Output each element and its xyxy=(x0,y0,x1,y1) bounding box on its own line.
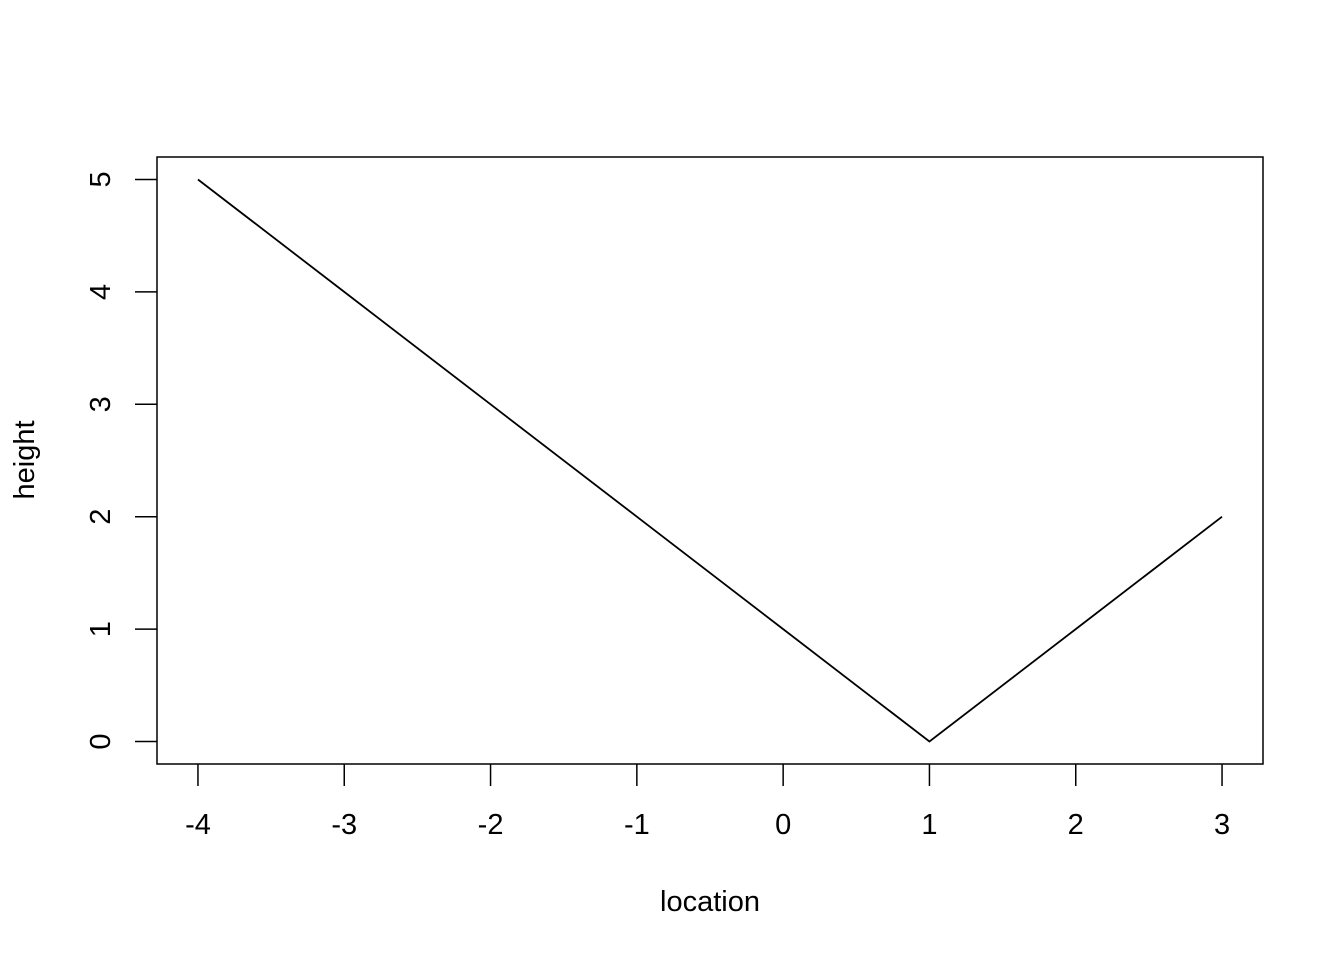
x-tick-label: 0 xyxy=(775,809,791,841)
x-axis-label: location xyxy=(660,886,760,918)
y-tick-label: 2 xyxy=(85,509,117,525)
y-tick-label: 0 xyxy=(85,733,117,749)
y-axis-label: height xyxy=(9,420,41,499)
x-tick-label: 3 xyxy=(1214,809,1230,841)
x-tick-label: 1 xyxy=(921,809,937,841)
y-tick-label: 5 xyxy=(85,171,117,187)
series-line xyxy=(197,178,1223,743)
x-tick-label: -3 xyxy=(331,809,357,841)
plot-frame xyxy=(156,156,1264,765)
x-tick-label: -2 xyxy=(478,809,504,841)
y-tick-label: 4 xyxy=(85,284,117,300)
x-tick-label: 2 xyxy=(1068,809,1084,841)
y-tick-label: 3 xyxy=(85,396,117,412)
x-tick-label: -4 xyxy=(185,809,211,841)
y-tick-label: 1 xyxy=(85,621,117,637)
x-tick-label: -1 xyxy=(624,809,650,841)
plot-layer: -4 -3 -2 -1 0 1 2 3 0 1 2 3 4 5 xyxy=(85,156,1264,841)
